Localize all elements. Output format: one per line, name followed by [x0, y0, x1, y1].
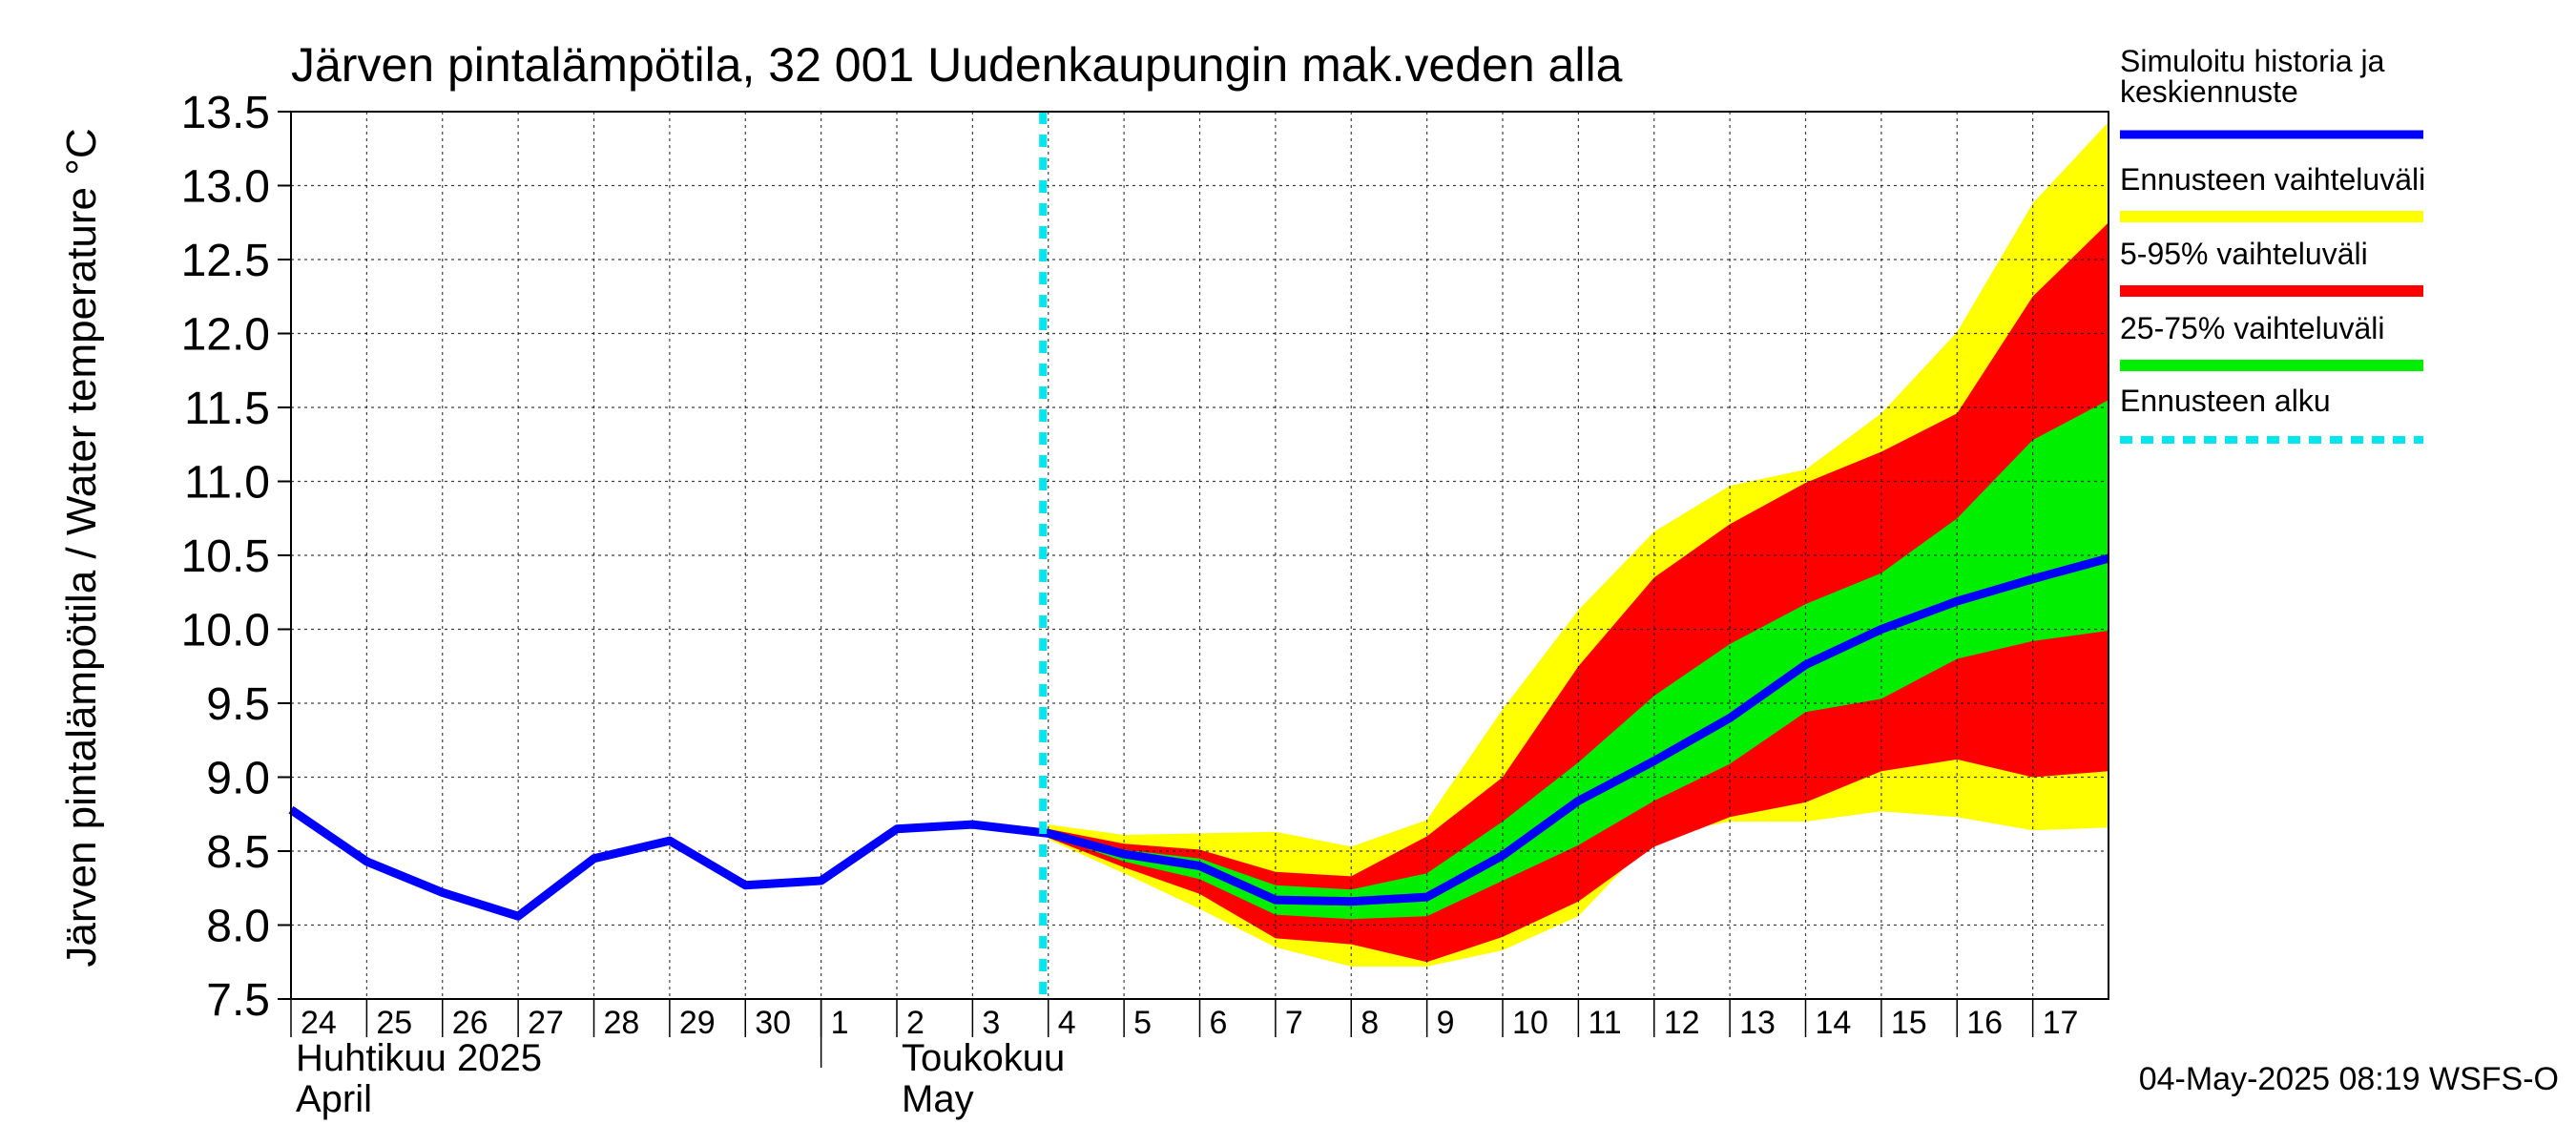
x-ticks: 24 25 26 27 28 29 30 1 2 3 4 5 6 7 8 9 10 11 12 13 14 15 16 17 [290, 999, 2079, 1041]
y-tick-label: 10.5 [181, 531, 270, 582]
x-tick-label: 28 [604, 1005, 640, 1041]
month-label-fi: Huhtikuu 2025 [296, 1037, 542, 1079]
x-tick-label: 30 [755, 1005, 791, 1041]
x-tick-label: 4 [1058, 1005, 1076, 1041]
month-label-en: May [902, 1078, 974, 1120]
month-label-en: April [296, 1078, 372, 1120]
x-tick-label: 14 [1816, 1005, 1852, 1041]
legend-label-band-2: 5-95% vaihteluväli [2120, 237, 2368, 271]
x-tick-label: 13 [1739, 1005, 1776, 1041]
mean-line-layer [288, 553, 2110, 921]
x-tick-label: 1 [831, 1005, 849, 1041]
x-tick-label: 16 [1966, 1005, 2003, 1041]
x-tick-label: 7 [1285, 1005, 1303, 1041]
y-tick-label: 10.0 [181, 606, 270, 656]
footer-timestamp: 04-May-2025 08:19 WSFS-O [2139, 1061, 2559, 1097]
y-tick-label: 8.0 [206, 902, 270, 952]
x-tick-label: 27 [528, 1005, 564, 1041]
legend-label-band-1: Ennusteen vaihteluväli [2120, 162, 2425, 197]
y-tick-label: 11.5 [184, 384, 270, 434]
y-axis-label: Järven pintalämpötila / Water temperatur… [58, 128, 105, 967]
y-tick-label: 13.0 [181, 162, 270, 213]
y-tick-label: 11.0 [184, 458, 270, 509]
x-tick-label: 17 [2043, 1005, 2079, 1041]
legend-label-1b: keskiennuste [2120, 74, 2298, 109]
x-tick-label: 11 [1588, 1005, 1621, 1041]
mean-line [288, 553, 2110, 921]
chart-title: Järven pintalämpötila, 32 001 Uudenkaupu… [291, 38, 1623, 92]
x-tick-label: 8 [1361, 1005, 1379, 1041]
y-tick-label: 13.5 [181, 88, 270, 138]
y-tick-label: 9.5 [206, 679, 270, 730]
x-tick-label: 10 [1512, 1005, 1548, 1041]
legend-label-forecast-start: Ennusteen alku [2120, 384, 2331, 418]
legend-label-band-3: 25-75% vaihteluväli [2120, 311, 2385, 345]
y-tick-label: 12.5 [181, 236, 270, 286]
x-tick-label: 2 [906, 1005, 924, 1041]
x-tick-label: 24 [301, 1005, 337, 1041]
y-ticks: 7.5 8.0 8.5 9.0 9.5 10.0 10.5 11.0 11.5 12.0 12.5 1… [181, 88, 291, 1026]
y-tick-label: 7.5 [206, 975, 270, 1026]
month-label-fi: Toukokuu [902, 1037, 1065, 1079]
x-tick-label: 6 [1210, 1005, 1228, 1041]
y-tick-label: 8.5 [206, 827, 270, 878]
y-tick-label: 12.0 [181, 310, 270, 361]
band-2 [1048, 222, 2109, 963]
x-tick-label: 25 [376, 1005, 412, 1041]
y-tick-label: 9.0 [206, 754, 270, 804]
x-tick-label: 9 [1437, 1005, 1455, 1041]
x-tick-label: 5 [1133, 1005, 1152, 1041]
x-tick-label: 15 [1891, 1005, 1927, 1041]
x-tick-label: 29 [679, 1005, 716, 1041]
x-tick-label: 26 [452, 1005, 488, 1041]
legend-label-1a: Simuloitu historia ja [2120, 44, 2385, 78]
x-tick-label: 12 [1664, 1005, 1700, 1041]
x-tick-label: 3 [982, 1005, 1000, 1041]
